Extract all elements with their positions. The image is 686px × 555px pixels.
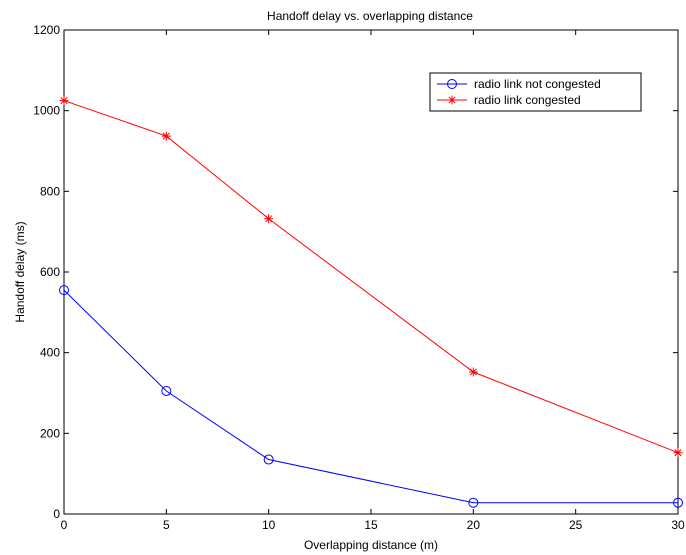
data-point (673, 497, 683, 508)
y-tick-label: 600 (40, 265, 60, 279)
data-point (673, 448, 683, 458)
series-layer (59, 96, 683, 508)
x-tick-label: 20 (467, 518, 481, 532)
data-point (264, 214, 274, 224)
legend-box (429, 72, 642, 112)
x-tick-label: 0 (61, 518, 68, 532)
legend-entry-1: radio link not congested (437, 77, 601, 91)
y-axis: 0 200 400 600 800 1000 1200 (33, 23, 678, 521)
legend-marker (447, 79, 457, 89)
series-1 (59, 285, 683, 508)
legend-label: radio link congested (474, 93, 581, 107)
series-line (63, 289, 678, 504)
x-tick-label: 5 (163, 518, 170, 532)
x-axis: 0 5 10 15 20 25 30 (61, 30, 685, 532)
y-tick-label: 0 (53, 507, 60, 521)
x-tick-label: 25 (569, 518, 583, 532)
y-tick-label: 1000 (33, 104, 60, 118)
x-axis-label: Overlapping distance (m) (304, 538, 438, 552)
data-point (59, 285, 69, 296)
series-2 (59, 96, 683, 458)
x-tick-label: 30 (671, 518, 685, 532)
legend-label: radio link not congested (474, 77, 601, 91)
legend-marker (447, 95, 457, 105)
data-point (59, 96, 69, 106)
x-tick-label: 10 (262, 518, 276, 532)
y-tick-label: 200 (40, 426, 60, 440)
data-point (263, 454, 274, 465)
legend-entry-2: radio link congested (437, 93, 581, 107)
data-point (468, 497, 479, 508)
x-tick-label: 15 (364, 518, 378, 532)
data-point (161, 131, 171, 141)
y-tick-label: 400 (40, 346, 60, 360)
legend: radio link not congested radio link conge… (429, 72, 642, 112)
y-tick-label: 1200 (33, 23, 60, 37)
chart-title: Handoff delay vs. overlapping distance (267, 9, 473, 23)
series-line (63, 100, 679, 454)
y-axis-label: Handoff delay (ms) (13, 221, 27, 322)
y-tick-label: 800 (40, 184, 60, 198)
data-point (468, 367, 478, 377)
data-point (161, 385, 172, 396)
